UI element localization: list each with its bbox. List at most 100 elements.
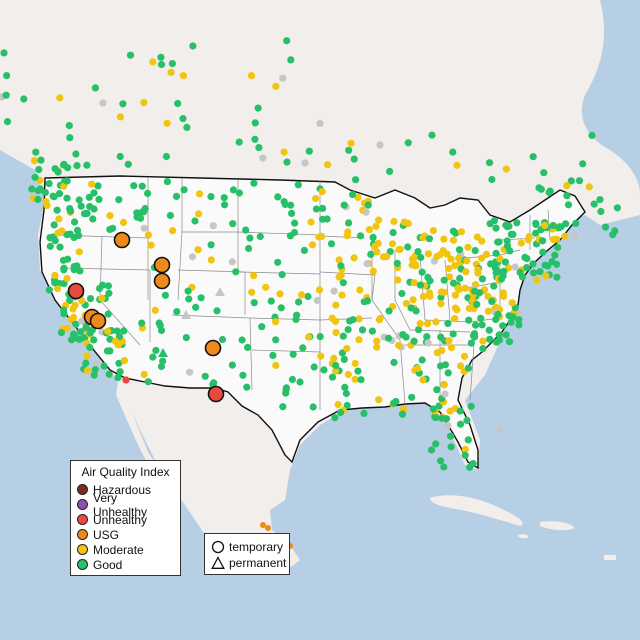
monitor-dot: [419, 293, 427, 301]
monitor-dot: [157, 60, 166, 69]
monitor-dot: [116, 113, 124, 121]
monitor-dot: [310, 363, 318, 371]
very-unhealthy-swatch-icon: [77, 499, 88, 510]
monitor-dot: [124, 160, 132, 168]
monitor-dot: [495, 238, 503, 246]
monitor-dot: [60, 264, 68, 272]
monitor-dot: [0, 49, 8, 57]
monitor-dot: [299, 344, 307, 352]
monitor-dot-usg: [265, 525, 271, 531]
monitor-dot: [138, 319, 146, 327]
monitor-dot: [451, 315, 459, 323]
monitor-dot: [56, 94, 64, 102]
monitor-dot: [442, 415, 451, 423]
monitor-dot: [75, 231, 83, 240]
monitor-dot: [501, 258, 509, 266]
monitor-dot: [290, 228, 299, 237]
monitor-dot: [106, 335, 114, 343]
monitor-dot: [255, 144, 263, 152]
monitor-dot: [197, 294, 205, 302]
monitor-dot: [66, 296, 74, 305]
monitor-dot: [278, 271, 286, 279]
highlighted-monitor: [67, 282, 85, 300]
monitor-dot: [449, 148, 457, 156]
monitor-dot: [424, 320, 432, 328]
highlighted-monitor: [153, 272, 171, 290]
monitor-dot: [456, 407, 464, 415]
monitor-dot: [86, 329, 94, 337]
monitor-dot: [248, 288, 256, 296]
monitor-dot: [291, 219, 299, 227]
monitor-dot: [90, 371, 98, 379]
monitor-dot: [243, 383, 251, 391]
monitor-dot: [327, 240, 336, 248]
monitor-dot: [63, 177, 71, 185]
legend-label: Unhealthy: [93, 512, 148, 527]
monitor-dot: [115, 196, 123, 204]
monitor-dot: [463, 257, 471, 265]
monitor-dot: [445, 264, 453, 273]
monitor-dot: [398, 410, 406, 418]
monitor-dot: [444, 369, 452, 377]
monitor-dot: [365, 226, 373, 234]
monitor-dot: [533, 276, 541, 284]
monitor-dot: [55, 215, 63, 223]
monitor-dot: [423, 333, 431, 341]
monitor-dot: [207, 241, 215, 249]
monitor-dot: [457, 228, 465, 236]
monitor-dot: [424, 250, 432, 258]
monitor-dot: [280, 198, 288, 206]
monitor-dot: [89, 215, 97, 223]
monitor-dot: [106, 212, 114, 220]
monitor-dot: [456, 274, 464, 282]
monitor-dot: [316, 119, 324, 128]
monitor-dot: [495, 336, 503, 344]
monitor-dot: [414, 248, 422, 256]
monitor-dot: [360, 409, 368, 417]
monitor-dot: [472, 321, 480, 329]
monitor-dot: [115, 359, 123, 367]
monitor-dot: [462, 268, 470, 276]
highlighted-monitor: [113, 231, 131, 249]
monitor-dot: [305, 333, 313, 341]
monitor-dot: [456, 420, 465, 428]
monitor-dot: [2, 91, 10, 99]
monitor-dot: [307, 218, 315, 226]
monitor-dot: [229, 186, 237, 194]
monitor-dot: [485, 326, 493, 334]
monitor-dot: [461, 451, 469, 459]
monitor-dot: [418, 356, 426, 364]
monitor-dot: [343, 345, 351, 353]
monitor-dot: [259, 154, 267, 162]
monitor-dot: [141, 204, 149, 213]
monitor-dot: [363, 297, 372, 305]
monitor-dot: [120, 327, 128, 335]
monitor-dot: [356, 232, 365, 240]
monitor-dot: [49, 192, 57, 200]
monitor-dot: [304, 292, 312, 301]
monitor-dot: [362, 208, 370, 216]
monitor-dot: [390, 399, 398, 407]
monitor-dot: [340, 355, 348, 363]
monitor-dot: [492, 249, 500, 257]
monitor-dot: [451, 262, 459, 270]
state-border: [371, 299, 406, 405]
monitor-dot: [130, 182, 138, 190]
monitor-dot: [440, 381, 448, 389]
monitor-dot: [373, 248, 381, 256]
monitor-dot: [292, 315, 300, 323]
monitor-dot: [433, 349, 441, 357]
monitor-dot: [561, 232, 569, 240]
monitor-dot: [104, 310, 112, 318]
monitor-dot: [67, 336, 76, 344]
monitor-dot: [484, 307, 492, 315]
monitor-dot: [73, 162, 81, 170]
monitor-dot: [83, 367, 91, 375]
monitor-dot: [451, 304, 460, 312]
monitor-dot: [479, 345, 487, 353]
monitor-dot: [491, 264, 499, 272]
monitor-dot: [596, 196, 604, 204]
monitor-dot: [349, 191, 357, 199]
monitor-dot: [447, 432, 455, 440]
triangle-icon: [211, 556, 225, 569]
